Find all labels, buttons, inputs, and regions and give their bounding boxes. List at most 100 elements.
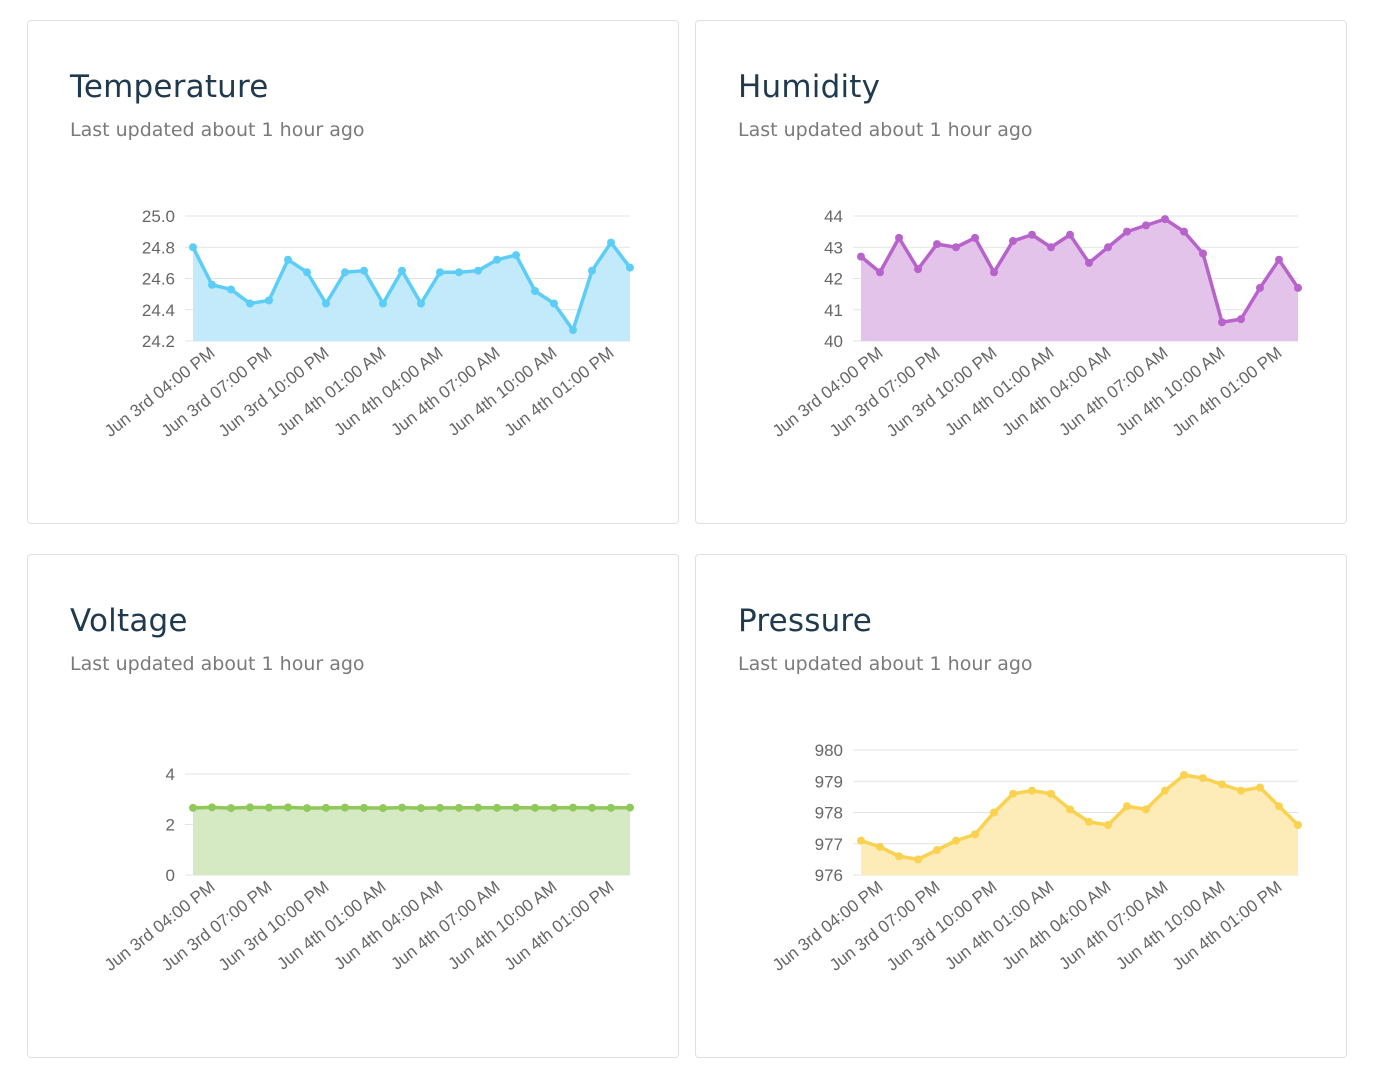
- y-tick-label: 24.2: [142, 332, 175, 351]
- last-updated-text: Last updated about 1 hour ago: [70, 119, 365, 141]
- data-point: [284, 255, 292, 264]
- y-tick-label: 43: [824, 238, 843, 257]
- data-point: [607, 238, 615, 247]
- data-point: [1104, 821, 1112, 829]
- data-point: [990, 268, 998, 277]
- data-point: [265, 803, 273, 812]
- data-point: [1256, 783, 1264, 792]
- data-point: [933, 240, 941, 249]
- data-point: [417, 804, 425, 813]
- data-point: [1123, 802, 1131, 811]
- data-point: [322, 299, 330, 308]
- y-tick-label: 40: [824, 332, 843, 351]
- data-point: [341, 803, 349, 812]
- data-point: [417, 299, 425, 308]
- data-point: [1161, 215, 1169, 224]
- y-tick-label: 979: [815, 772, 843, 791]
- voltage-card: Voltage Last updated about 1 hour ago 4 2…: [27, 554, 679, 1058]
- data-point: [265, 296, 273, 305]
- y-tick-label: 42: [824, 270, 843, 289]
- data-point: [208, 280, 216, 289]
- data-point: [360, 266, 368, 275]
- data-point: [1066, 805, 1074, 814]
- data-point: [914, 265, 922, 274]
- data-point: [895, 233, 903, 242]
- data-point: [303, 804, 311, 813]
- data-point: [1047, 789, 1055, 798]
- data-point: [876, 268, 884, 277]
- data-point: [626, 803, 634, 812]
- data-point: [379, 804, 387, 813]
- area-fill: [861, 219, 1298, 341]
- data-point: [1161, 786, 1169, 795]
- data-point: [512, 803, 520, 812]
- temperature-card: Temperature Last updated about 1 hour ag…: [27, 20, 679, 524]
- data-point: [569, 326, 577, 335]
- data-point: [1009, 789, 1017, 798]
- data-point: [857, 252, 865, 261]
- y-tick-label: 980: [815, 741, 843, 760]
- data-point: [1218, 318, 1226, 327]
- data-point: [971, 233, 979, 242]
- data-point: [1256, 283, 1264, 292]
- humidity-card: Humidity Last updated about 1 hour ago 4…: [695, 20, 1347, 524]
- data-point: [588, 266, 596, 275]
- y-tick-label: 977: [815, 835, 843, 854]
- data-point: [227, 285, 235, 294]
- data-point: [189, 243, 197, 252]
- data-point: [493, 803, 501, 812]
- card-title: Pressure: [738, 603, 872, 639]
- data-point: [474, 803, 482, 812]
- data-point: [341, 268, 349, 277]
- data-point: [990, 808, 998, 817]
- data-point: [531, 803, 539, 812]
- data-point: [588, 803, 596, 812]
- data-point: [1028, 230, 1036, 239]
- data-point: [1028, 786, 1036, 795]
- data-point: [189, 803, 197, 812]
- last-updated-text: Last updated about 1 hour ago: [738, 119, 1033, 141]
- data-point: [971, 830, 979, 839]
- y-tick-label: 41: [824, 301, 843, 320]
- data-point: [1104, 243, 1112, 252]
- data-point: [1237, 786, 1245, 795]
- pressure-card: Pressure Last updated about 1 hour ago 9…: [695, 554, 1347, 1058]
- data-point: [1047, 243, 1055, 252]
- series-line: [192, 805, 631, 810]
- data-point: [1275, 255, 1283, 264]
- data-point: [246, 299, 254, 308]
- data-point: [607, 803, 615, 812]
- data-point: [1009, 237, 1017, 245]
- data-point: [398, 803, 406, 812]
- data-point: [1085, 817, 1093, 826]
- data-point: [1085, 258, 1093, 267]
- data-point: [1218, 780, 1226, 789]
- data-point: [379, 299, 387, 308]
- y-tick-label: 976: [815, 866, 843, 885]
- y-tick-label: 2: [166, 816, 175, 835]
- data-point: [455, 803, 463, 812]
- data-point: [512, 251, 520, 260]
- data-point: [952, 836, 960, 845]
- data-point: [1237, 315, 1245, 324]
- data-point: [208, 803, 216, 812]
- data-point: [322, 803, 330, 812]
- card-title: Humidity: [738, 69, 881, 105]
- y-tick-label: 4: [166, 765, 175, 784]
- data-point: [895, 852, 903, 861]
- data-point: [455, 268, 463, 277]
- data-point: [914, 855, 922, 864]
- data-point: [857, 836, 865, 845]
- data-point: [1180, 771, 1188, 779]
- area-fill: [193, 242, 630, 341]
- data-point: [1142, 221, 1150, 230]
- y-tick-label: 24.6: [142, 270, 175, 289]
- card-title: Voltage: [70, 603, 188, 639]
- data-point: [1180, 227, 1188, 236]
- data-point: [436, 268, 444, 277]
- area-fill: [193, 807, 630, 875]
- data-point: [1199, 774, 1207, 783]
